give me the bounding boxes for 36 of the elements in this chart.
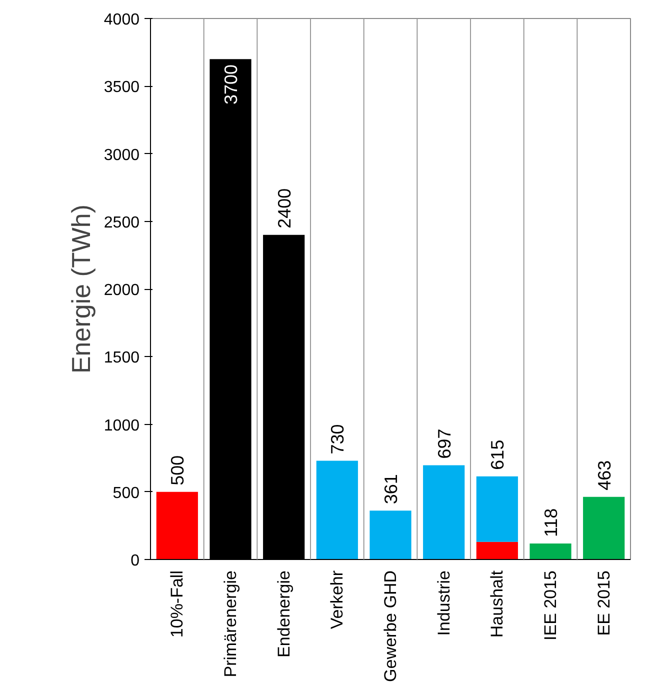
- total-label: 361: [381, 474, 401, 504]
- bar: [476, 476, 518, 542]
- bar: [156, 492, 198, 560]
- total-label: 697: [434, 428, 454, 459]
- x-tick-label: Gewerbe GHD: [381, 570, 400, 682]
- total-label: 463: [594, 460, 614, 490]
- x-tick-label: Verkehr: [328, 570, 347, 630]
- total-label: 2400: [274, 188, 294, 228]
- y-tick-label: 2500: [104, 214, 140, 232]
- bar: [370, 510, 412, 560]
- total-label: 730: [328, 424, 348, 454]
- y-tick-label: 4000: [104, 12, 140, 28]
- y-tick-label: 3000: [104, 146, 140, 164]
- y-tick-label: 1500: [104, 350, 140, 367]
- y-tick-label: 500: [112, 484, 140, 502]
- x-tick-label: Haushalt: [488, 570, 507, 638]
- y-axis-title: Energie (TWh): [66, 204, 96, 374]
- total-label: 500: [168, 455, 188, 486]
- total-label: 3700: [221, 64, 241, 105]
- x-tick-label: Industrie: [434, 570, 454, 636]
- y-tick-label: 3500: [104, 79, 140, 96]
- x-tick-label: Endenergie: [274, 570, 294, 658]
- x-tick-label: 10%-Fall: [168, 570, 187, 638]
- x-tick-label: Primärenergie: [221, 570, 240, 678]
- bar: [423, 465, 465, 560]
- bar: [476, 542, 518, 560]
- bar: [530, 544, 572, 560]
- bar: [583, 496, 625, 560]
- bar: [316, 460, 358, 560]
- y-tick-label: 0: [130, 552, 140, 570]
- total-label: 118: [541, 508, 561, 538]
- y-tick-label: 2000: [104, 282, 140, 299]
- total-label: 615: [488, 440, 508, 470]
- x-tick-label: EE 2015: [594, 570, 614, 636]
- y-tick-label: 1000: [104, 417, 140, 434]
- x-tick-label: IEE 2015: [541, 570, 560, 640]
